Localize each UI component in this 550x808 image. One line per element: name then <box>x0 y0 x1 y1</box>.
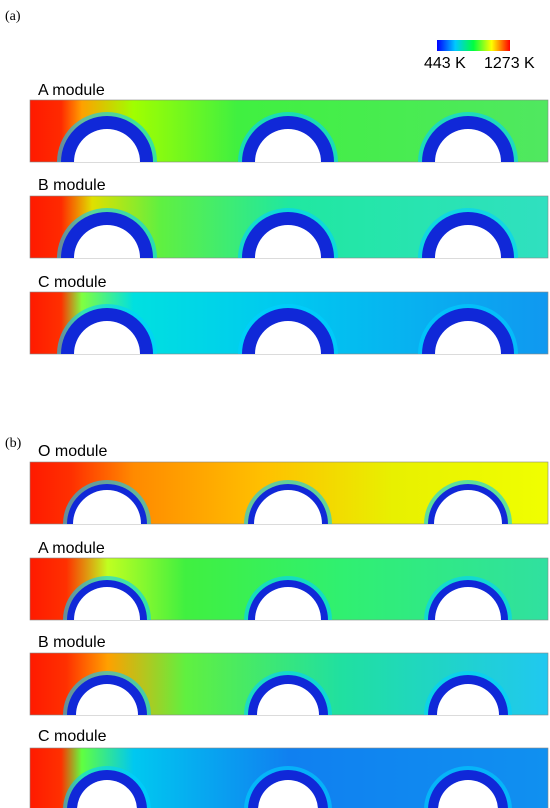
module-label: B module <box>38 634 106 651</box>
hole <box>255 225 321 258</box>
hole <box>74 587 140 620</box>
hole <box>255 587 321 620</box>
hole <box>435 321 501 354</box>
hole <box>435 587 501 620</box>
hole <box>434 490 502 524</box>
colorbar-max: 1273 K <box>484 55 535 72</box>
module-label: O module <box>38 443 107 460</box>
hole <box>437 684 499 715</box>
hole <box>435 225 501 258</box>
hole <box>73 490 141 524</box>
module-label: C module <box>38 274 107 291</box>
module-label: A module <box>38 540 105 557</box>
hole <box>74 321 140 354</box>
hole <box>255 321 321 354</box>
hole <box>77 780 137 808</box>
hole <box>257 684 319 715</box>
hole <box>258 780 318 808</box>
panel-label: (a) <box>5 9 21 24</box>
hole <box>74 129 140 162</box>
hole <box>435 129 501 162</box>
hole <box>76 684 138 715</box>
colorbar-min: 443 K <box>424 55 466 72</box>
colorbar <box>437 40 510 51</box>
hole <box>255 129 321 162</box>
module-label: C module <box>38 728 107 745</box>
hole <box>254 490 322 524</box>
module-label: A module <box>38 82 105 99</box>
hole <box>438 780 498 808</box>
panel-label: (b) <box>5 436 22 451</box>
contour-plots: A module B module C module O module A module… <box>29 82 549 808</box>
hole <box>74 225 140 258</box>
module-label: B module <box>38 177 106 194</box>
